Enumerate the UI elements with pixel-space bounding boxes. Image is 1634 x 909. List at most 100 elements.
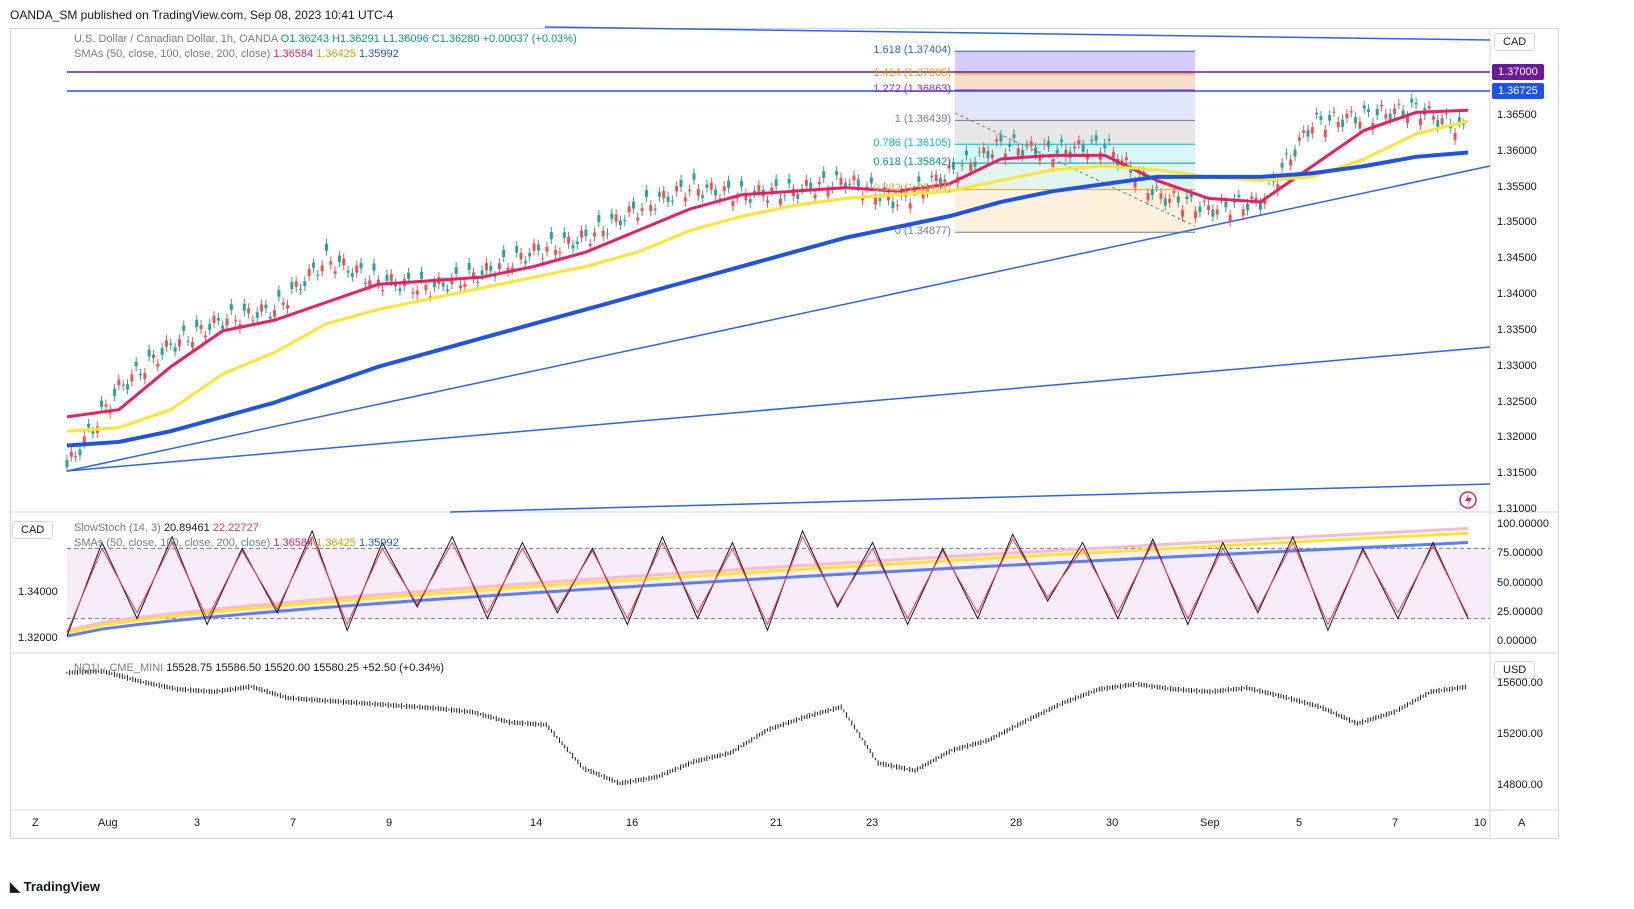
sma50-value: 1.36584: [273, 48, 314, 60]
price-tick: 1.33500: [1497, 323, 1537, 336]
currency-button-cad[interactable]: CAD: [1494, 33, 1536, 51]
price-tick: 1.31500: [1497, 467, 1537, 480]
currency-button-cad-left[interactable]: CAD: [12, 521, 54, 539]
sma-line-sma50: [66, 108, 1469, 419]
nq-high: 15586.50: [215, 662, 262, 674]
fib-level-label: 1.414 (1.37085): [873, 67, 951, 80]
nq-tick: 14800.00: [1497, 778, 1543, 791]
time-label: 14: [530, 817, 543, 829]
price-tick: 1.34500: [1497, 252, 1537, 265]
tradingview-logo-icon: ◣: [10, 879, 20, 894]
price-tick: 1.36500: [1497, 108, 1537, 121]
stoch-tick: 50.00000: [1497, 576, 1543, 589]
time-label: 10: [1474, 817, 1487, 829]
time-label: 7: [1392, 817, 1399, 829]
stoch-d-value: 22.22727: [212, 522, 259, 534]
stoch-sma200-value: 1.35992: [358, 537, 399, 549]
auto-scale-a-button[interactable]: A: [1518, 817, 1526, 829]
stoch-k-value: 20.89461: [163, 522, 210, 534]
time-label: 16: [626, 817, 639, 829]
trend-line-support: [66, 165, 1491, 472]
fib-level-label: 1 (1.36439): [894, 113, 951, 126]
time-label: Aug: [98, 817, 118, 829]
trend-line-top: [544, 26, 1491, 41]
fib-level-label: 1.618 (1.37404): [873, 44, 951, 57]
time-label: 3: [194, 817, 201, 829]
stoch-sma-label: SMAs (50, close, 100, close, 200, close): [74, 537, 271, 549]
price-tick: 1.31000: [1497, 503, 1537, 515]
stoch-left-tick: 1.34000: [18, 586, 58, 598]
ohlc-change: +0.00037 (+0.03%): [482, 33, 577, 45]
time-label: 9: [386, 817, 393, 829]
stoch-sma100-value: 1.36425: [316, 537, 356, 549]
sma-line-sma100: [66, 119, 1469, 433]
stoch-tick: 100.00000: [1497, 518, 1549, 530]
fib-level-label: 0.786 (1.36105): [873, 137, 951, 150]
price-badge-137000: 1.37000: [1492, 64, 1544, 80]
price-badge-136725: 1.36725: [1492, 83, 1544, 99]
ohlc-close: C1.36280: [431, 33, 480, 45]
price-tick: 1.32500: [1497, 395, 1537, 408]
price-tick: 1.35000: [1497, 216, 1537, 229]
nq-close: 15580.25: [313, 662, 360, 674]
publish-header: OANDA_SM published on TradingView.com, S…: [10, 8, 394, 22]
price-tick: 1.32000: [1497, 431, 1537, 444]
time-label: 23: [866, 817, 879, 829]
alert-flash-icon[interactable]: [1459, 491, 1477, 509]
stoch-overlay-line: [66, 531, 1469, 635]
tradingview-brand: TradingView: [23, 879, 100, 894]
stoch-label: SlowStoch (14, 3): [74, 522, 161, 534]
nq-label: NQ1! · CME_MINI: [74, 662, 164, 674]
currency-button-usd[interactable]: USD: [1494, 661, 1536, 679]
time-label: 30: [1106, 817, 1119, 829]
stoch-series-group: [66, 529, 1469, 637]
time-label: 28: [1010, 817, 1023, 829]
nq-series-group: [66, 668, 1466, 786]
fib-zone: [955, 74, 1195, 90]
stoch-line-d: [66, 535, 1469, 633]
main-legend: U.S. Dollar / Canadian Dollar, 1h, OANDA…: [74, 32, 577, 62]
nq-open: 15528.75: [166, 662, 213, 674]
time-label: Sep: [1200, 817, 1220, 829]
sma100-value: 1.36425: [316, 48, 356, 60]
price-tick: 1.36000: [1497, 144, 1537, 157]
stoch-tick: 25.00000: [1497, 605, 1543, 618]
nq-change: +52.50 (+0.34%): [362, 662, 445, 674]
chart-frame: [10, 28, 1559, 839]
auto-scale-z-button[interactable]: Z: [32, 817, 39, 829]
fib-level-label: 0.618 (1.35842): [873, 156, 951, 169]
stoch-tick: 75.00000: [1497, 547, 1543, 560]
fib-level-label: 0 (1.34877): [894, 225, 951, 238]
nq-legend: NQ1! · CME_MINI 15528.75 15586.50 15520.…: [74, 661, 444, 676]
nq-tick: 15600.00: [1497, 677, 1543, 690]
stoch-left-tick: 1.32000: [18, 632, 58, 644]
sma-label: SMAs (50, close, 100, close, 200, close): [74, 48, 271, 60]
fib-zone: [955, 51, 1195, 75]
nq-low: 15520.00: [264, 662, 311, 674]
nq-tick: 15200.00: [1497, 728, 1543, 740]
stoch-band: [66, 527, 1490, 638]
stoch-line-k: [66, 529, 1469, 637]
sma-line-sma200: [66, 150, 1469, 448]
stoch-tick: 0.00000: [1497, 635, 1537, 647]
fib-zone: [955, 189, 1195, 233]
trend-line-channel: [66, 346, 1491, 472]
price-tick: 1.35500: [1497, 180, 1537, 193]
fib-level-label: 1.272 (1.36863): [873, 82, 951, 95]
price-series-group: [65, 93, 1469, 473]
fib-zone: [955, 89, 1195, 121]
ohlc-low: L1.36096: [382, 33, 429, 45]
stoch-sma50-value: 1.36584: [273, 537, 314, 549]
time-label: 7: [290, 817, 297, 829]
time-label: 21: [770, 817, 783, 829]
tradingview-logo[interactable]: ◣ TradingView: [10, 879, 100, 895]
time-label: 5: [1296, 817, 1303, 829]
fibonacci-extension[interactable]: [955, 50, 1195, 233]
symbol-name: U.S. Dollar / Canadian Dollar, 1h, OANDA: [74, 33, 278, 45]
trend-line-lower: [449, 483, 1491, 513]
price-tick: 1.33000: [1497, 359, 1537, 372]
trend-lines[interactable]: [66, 26, 1491, 513]
sma200-value: 1.35992: [358, 48, 399, 60]
ohlc-open: O1.36243: [280, 33, 329, 45]
